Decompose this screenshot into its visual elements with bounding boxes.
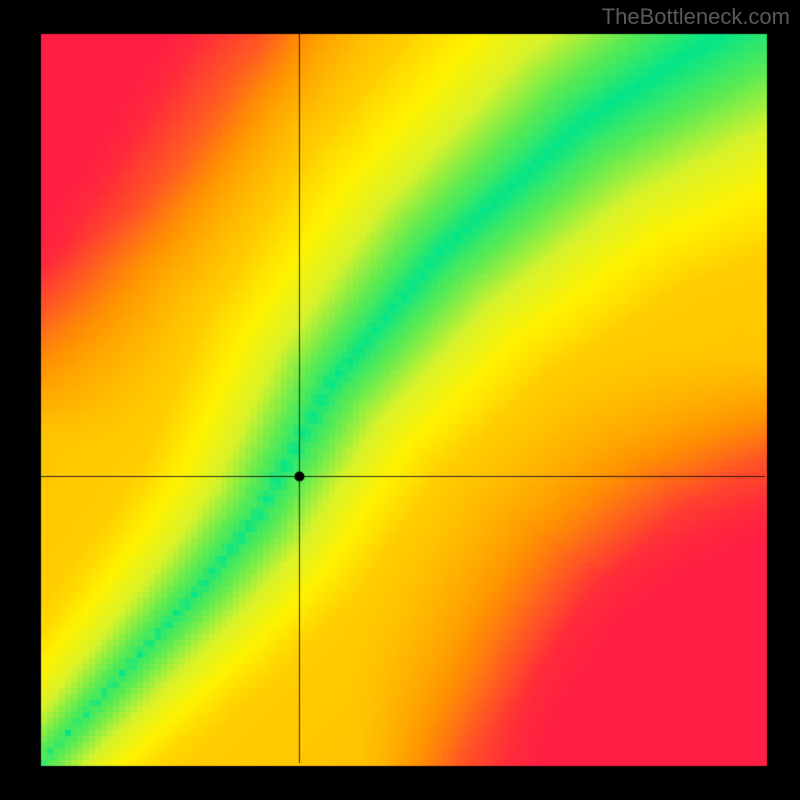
root-container: TheBottleneck.com (0, 0, 800, 800)
watermark-text: TheBottleneck.com (602, 4, 790, 30)
bottleneck-heatmap-canvas (0, 0, 800, 800)
